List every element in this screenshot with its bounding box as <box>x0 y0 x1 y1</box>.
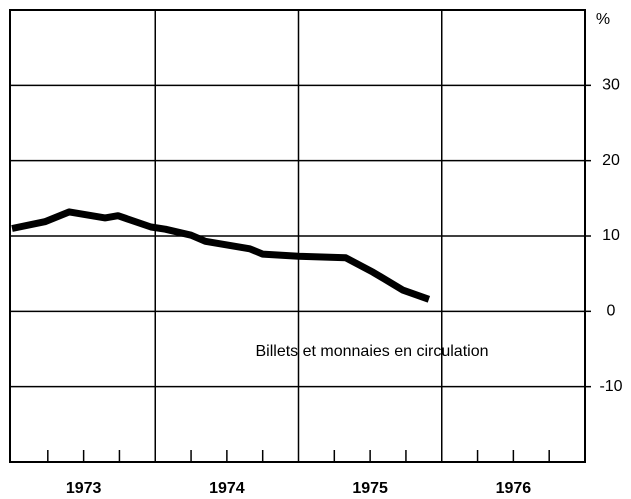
x-tick-label: 1976 <box>496 480 532 497</box>
y-tick-label: 10 <box>602 227 620 244</box>
annotation: Billets et monnaies en circulation <box>255 343 488 360</box>
y-tick-label: -10 <box>599 378 622 395</box>
y-tick-label: 0 <box>607 303 616 320</box>
y-tick-label: 30 <box>602 77 620 94</box>
x-tick-label: 1973 <box>66 480 102 497</box>
y-tick-label: 20 <box>602 152 620 169</box>
y-unit: % <box>596 11 610 28</box>
x-tick-label: 1975 <box>352 480 388 497</box>
data-line <box>11 208 431 303</box>
x-tick-label: 1974 <box>209 480 245 497</box>
